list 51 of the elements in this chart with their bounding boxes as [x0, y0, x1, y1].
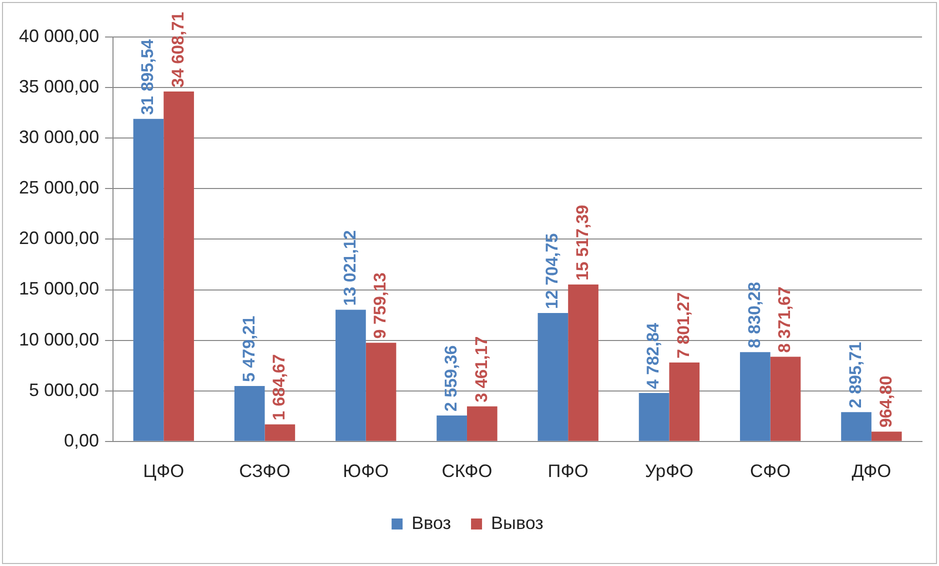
bar: [164, 92, 194, 441]
bar: [740, 352, 770, 441]
bar: [466, 406, 498, 441]
bar: [770, 356, 801, 441]
y-tick-label: 40 000,00: [19, 26, 100, 46]
y-tick-label: 15 000,00: [19, 278, 100, 299]
y-tick-label: 0,00: [64, 430, 100, 450]
bar: [568, 284, 598, 441]
data-label: 34 608,71: [168, 12, 188, 88]
x-tick-label: ЮФО: [342, 461, 389, 482]
y-tick-label: 10 000,00: [19, 329, 100, 350]
bar: [841, 412, 872, 441]
data-label: 1 684,67: [270, 354, 289, 420]
data-label: 2 559,36: [442, 345, 460, 412]
data-label: 2 895,71: [846, 342, 865, 408]
x-tick-label: УрФО: [645, 461, 694, 482]
data-label: 5 479,21: [239, 316, 258, 382]
y-tick-label: 5 000,00: [29, 380, 100, 400]
bar: [538, 312, 568, 441]
bar: [234, 386, 265, 441]
bar: [366, 342, 396, 441]
data-label: 3 461,17: [472, 336, 491, 402]
legend-label: Вывоз: [491, 512, 544, 533]
data-label: 8 371,67: [775, 286, 794, 353]
bar: [638, 393, 670, 441]
data-label: 8 830,28: [744, 282, 764, 348]
data-label: 7 801,27: [674, 292, 694, 359]
x-tick-label: СФО: [750, 461, 791, 482]
bar: [871, 432, 902, 441]
x-tick-label: СКФО: [442, 461, 492, 482]
bar: [436, 416, 467, 441]
data-label: 13 021,12: [340, 230, 360, 306]
data-label: 9 759,13: [370, 272, 390, 339]
legend-label: Ввоз: [412, 512, 452, 533]
data-label: 31 895,54: [138, 38, 158, 115]
bar: [133, 118, 164, 441]
data-label: 964,80: [876, 376, 896, 428]
data-label: 15 517,39: [572, 204, 592, 281]
data-label: 4 782,84: [644, 322, 663, 390]
x-tick-label: ПФО: [548, 461, 588, 482]
bar: [669, 362, 700, 441]
y-tick-label: 30 000,00: [19, 127, 100, 148]
bar: [264, 424, 296, 441]
bar: [336, 310, 366, 441]
data-label: 12 704,75: [542, 233, 562, 309]
x-tick-label: СЗФО: [239, 461, 290, 482]
y-tick-label: 25 000,00: [19, 178, 100, 198]
x-tick-label: ДФО: [852, 461, 892, 482]
y-tick-label: 35 000,00: [19, 76, 100, 97]
x-tick-label: ЦФО: [143, 461, 184, 482]
y-tick-label: 20 000,00: [19, 228, 100, 248]
